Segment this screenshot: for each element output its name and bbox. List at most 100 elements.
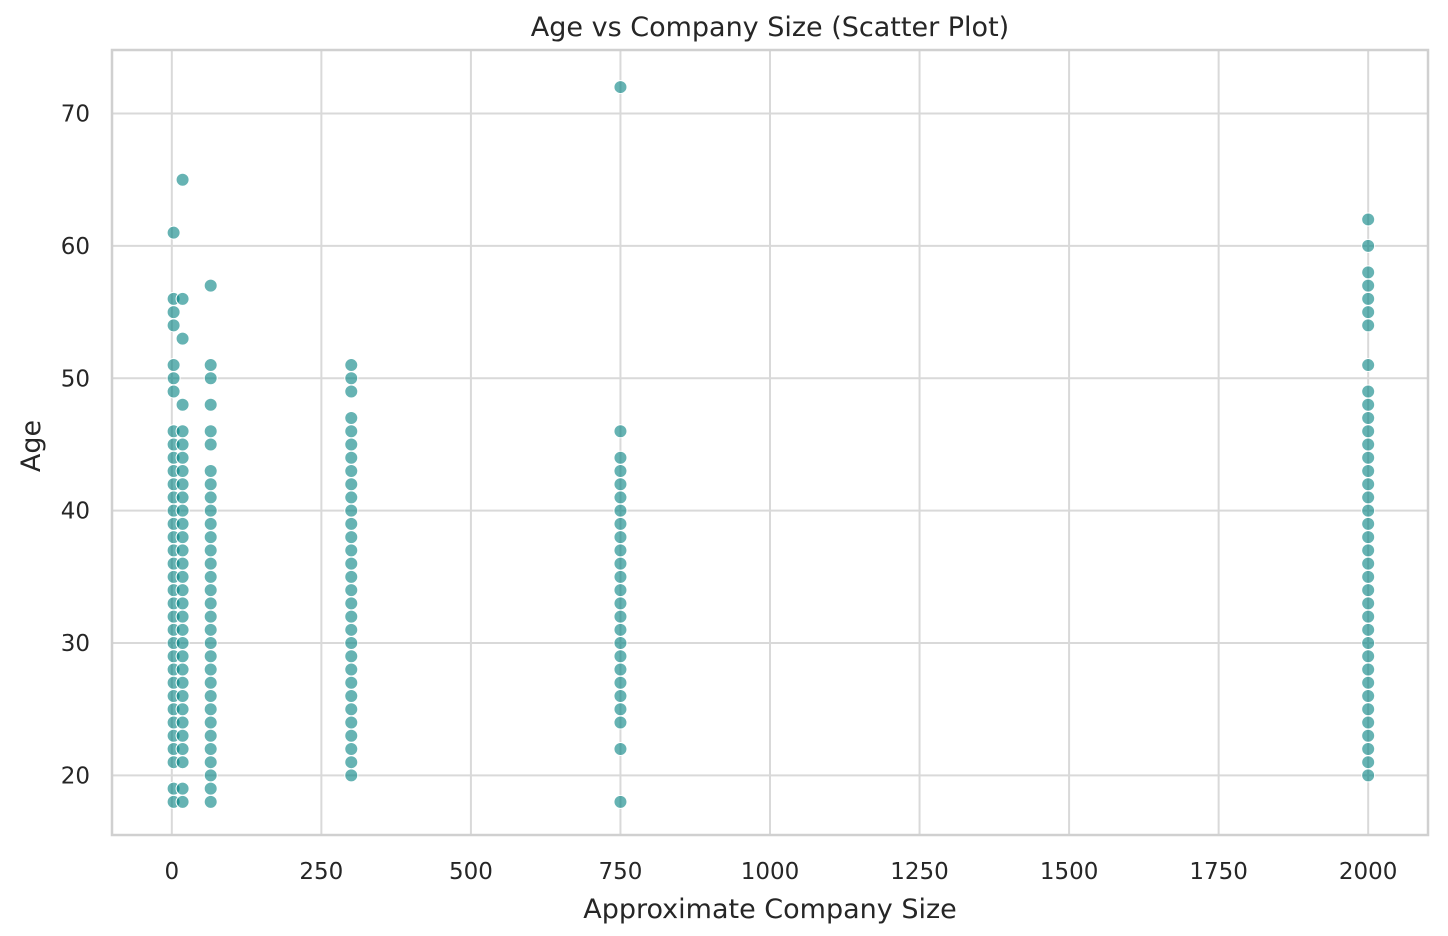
data-point — [1361, 516, 1376, 531]
data-point — [175, 741, 190, 756]
data-point — [1361, 318, 1376, 333]
data-point — [1361, 278, 1376, 293]
data-point — [613, 503, 628, 518]
data-point — [203, 755, 218, 770]
data-point — [613, 490, 628, 505]
data-point — [175, 662, 190, 677]
x-tick-label: 0 — [164, 859, 179, 885]
data-point — [203, 609, 218, 624]
data-point — [203, 569, 218, 584]
data-point — [203, 662, 218, 677]
plot-frame — [110, 48, 1430, 837]
data-point — [344, 543, 359, 558]
data-point — [344, 371, 359, 386]
data-point — [175, 437, 190, 452]
data-point — [1361, 662, 1376, 677]
data-points — [166, 80, 1376, 809]
data-point — [175, 543, 190, 558]
x-tick-label: 750 — [599, 859, 643, 885]
data-point — [344, 741, 359, 756]
data-point — [175, 556, 190, 571]
data-point — [344, 477, 359, 492]
data-point — [175, 530, 190, 545]
data-point — [613, 477, 628, 492]
x-tick-label: 500 — [449, 859, 493, 885]
x-axis-label: Approximate Company Size — [583, 894, 957, 925]
y-axis-label: Age — [16, 420, 47, 472]
data-point — [344, 702, 359, 717]
data-point — [344, 569, 359, 584]
data-point — [613, 794, 628, 809]
data-point — [175, 291, 190, 306]
data-point — [175, 755, 190, 770]
data-point — [613, 463, 628, 478]
data-point — [1361, 437, 1376, 452]
data-point — [203, 675, 218, 690]
data-point — [203, 543, 218, 558]
data-point — [1361, 463, 1376, 478]
x-tick-label: 1250 — [890, 859, 949, 885]
data-point — [203, 649, 218, 664]
x-tick-label: 250 — [299, 859, 343, 885]
data-point — [344, 715, 359, 730]
data-point — [203, 371, 218, 386]
data-point — [1361, 556, 1376, 571]
data-point — [175, 715, 190, 730]
data-point — [1361, 622, 1376, 637]
data-point — [1361, 490, 1376, 505]
chart-title: Age vs Company Size (Scatter Plot) — [531, 12, 1009, 43]
data-point — [1361, 675, 1376, 690]
data-point — [613, 662, 628, 677]
data-point — [613, 622, 628, 637]
data-point — [613, 543, 628, 558]
data-point — [1361, 689, 1376, 704]
data-point — [203, 358, 218, 373]
x-tick-label: 1500 — [1040, 859, 1099, 885]
data-point — [203, 278, 218, 293]
data-point — [175, 450, 190, 465]
y-tick-label: 30 — [61, 631, 90, 657]
data-point — [175, 781, 190, 796]
data-point — [203, 702, 218, 717]
data-point — [1361, 728, 1376, 743]
y-tick-labels: 20 30 40 50 60 70 — [61, 102, 90, 790]
data-point — [1361, 291, 1376, 306]
x-tick-labels: 0 250 500 750 1000 1250 1500 1750 2000 — [164, 859, 1397, 885]
data-point — [166, 358, 181, 373]
data-point — [175, 397, 190, 412]
data-point — [613, 741, 628, 756]
data-point — [344, 622, 359, 637]
data-point — [344, 768, 359, 783]
data-point — [1361, 702, 1376, 717]
data-point — [613, 649, 628, 664]
data-point — [613, 636, 628, 651]
data-point — [344, 596, 359, 611]
data-point — [1361, 636, 1376, 651]
data-point — [1361, 609, 1376, 624]
data-point — [175, 463, 190, 478]
data-point — [1361, 212, 1376, 227]
data-point — [203, 463, 218, 478]
y-tick-label: 20 — [61, 763, 90, 789]
data-point — [613, 530, 628, 545]
data-point — [175, 490, 190, 505]
data-point — [613, 702, 628, 717]
data-point — [344, 556, 359, 571]
data-point — [1361, 305, 1376, 320]
data-point — [1361, 583, 1376, 598]
data-point — [613, 689, 628, 704]
data-point — [175, 609, 190, 624]
data-point — [203, 516, 218, 531]
data-point — [203, 728, 218, 743]
data-point — [613, 675, 628, 690]
data-point — [203, 583, 218, 598]
data-point — [613, 715, 628, 730]
data-point — [203, 503, 218, 518]
data-point — [203, 397, 218, 412]
data-point — [166, 384, 181, 399]
data-point — [1361, 411, 1376, 426]
data-point — [166, 225, 181, 240]
data-point — [344, 675, 359, 690]
data-point — [344, 609, 359, 624]
data-point — [1361, 424, 1376, 439]
